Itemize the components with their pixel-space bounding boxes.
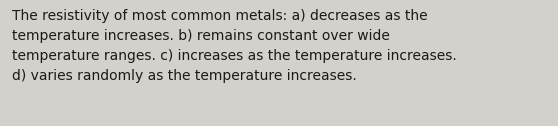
Text: The resistivity of most common metals: a) decreases as the
temperature increases: The resistivity of most common metals: a… [12,9,457,83]
